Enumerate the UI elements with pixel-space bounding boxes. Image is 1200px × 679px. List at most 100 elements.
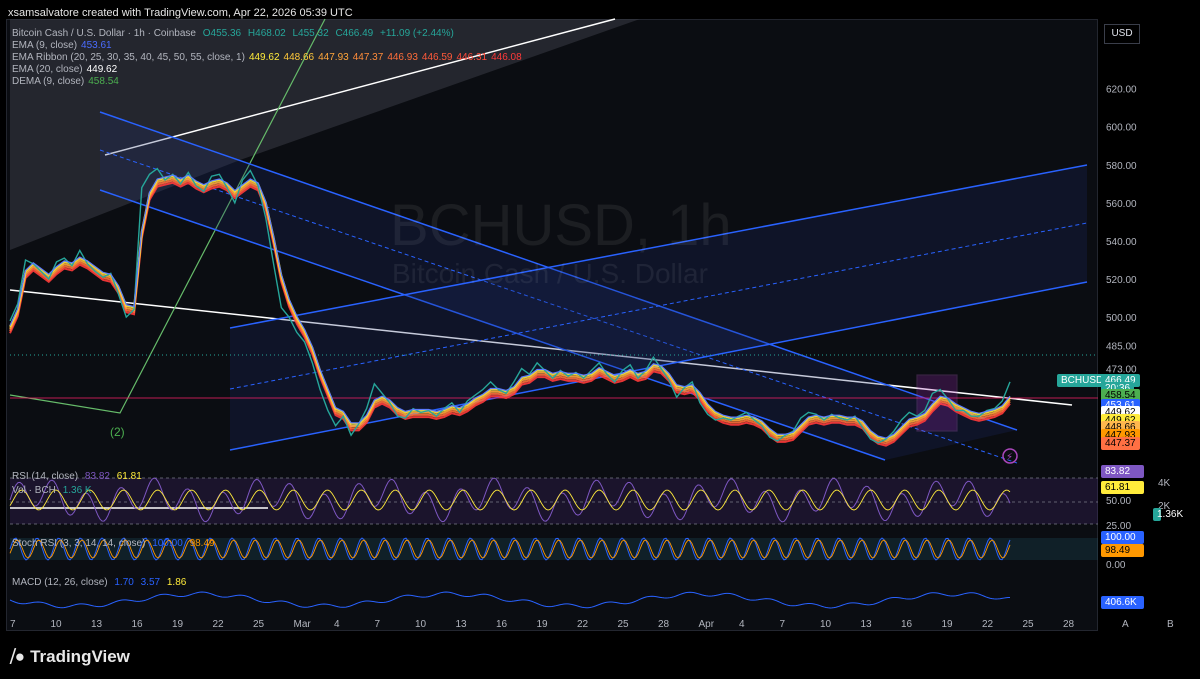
y-tick-label: 473.00 bbox=[1106, 365, 1137, 376]
y-tick-label: 580.00 bbox=[1106, 161, 1137, 172]
macd-legend: MACD (12, 26, close) 1.70 3.57 1.86 bbox=[12, 577, 190, 588]
macd-line bbox=[9, 591, 1011, 609]
ohlc-low: L455.32 bbox=[292, 28, 329, 39]
wave-label: (2) bbox=[110, 425, 125, 439]
legend-row: DEMA (9, close) 458.54 bbox=[12, 76, 123, 87]
x-tick-label: 4 bbox=[739, 619, 745, 630]
desc-channel-mid bbox=[99, 149, 1018, 464]
volume-value: 1.36 K bbox=[62, 485, 92, 496]
attribution-header: xsamsalvatore created with TradingView.c… bbox=[8, 7, 353, 19]
legend-value: 446.31 bbox=[456, 52, 488, 63]
stoch-k-line bbox=[9, 537, 1011, 561]
x-tick-label: 28 bbox=[658, 619, 670, 630]
y-tick-label: 540.00 bbox=[1106, 237, 1137, 248]
rsi-band bbox=[10, 478, 1098, 524]
footer bbox=[0, 632, 1200, 679]
ohlc-high: H468.02 bbox=[247, 28, 286, 39]
legend-value: 453.61 bbox=[81, 40, 112, 51]
desc-channel-upper bbox=[99, 111, 1018, 431]
lightning-icon: ⚡ bbox=[1006, 452, 1013, 463]
macd-label: MACD (12, 26, close) bbox=[12, 577, 108, 588]
legend-value: 458.54 bbox=[88, 76, 119, 87]
rsi-ma-line bbox=[9, 489, 1011, 511]
rsi-label: RSI (14, close) bbox=[12, 471, 79, 482]
ohlc-change: +11.09 (+2.44%) bbox=[380, 28, 454, 39]
descending-trendline bbox=[9, 289, 1073, 406]
y-tick-label: 520.00 bbox=[1106, 275, 1137, 286]
stoch-band bbox=[10, 538, 1098, 560]
volume-badge: 1.36K bbox=[1153, 508, 1183, 521]
stoch-d-badge: 98.49 bbox=[1101, 544, 1144, 557]
x-tick-label: 25 bbox=[617, 619, 629, 630]
legend-label: EMA (20, close) bbox=[12, 64, 83, 75]
stoch-label: Stoch RSI (3, 3, 14, 14, close) bbox=[12, 538, 146, 549]
legend-value: 446.08 bbox=[491, 52, 522, 63]
rsi-level-25: 25.00 bbox=[1106, 521, 1132, 532]
asc-channel-fill bbox=[230, 165, 1087, 450]
stoch-legend: Stoch RSI (3, 3, 14, 14, close) 100.00 9… bbox=[12, 538, 219, 549]
rsi-legend: RSI (14, close) 83.82 61.81 bbox=[12, 471, 146, 482]
x-tick-label: 7 bbox=[374, 619, 381, 630]
volume-legend: Vol · BCH 1.36 K bbox=[12, 485, 96, 496]
y-tick-label: 560.00 bbox=[1106, 199, 1137, 210]
macd-signal: 3.57 bbox=[140, 577, 161, 588]
macd-value: 1.70 bbox=[114, 577, 134, 588]
macd-badge: 406.6K bbox=[1101, 596, 1144, 609]
legend-value: 448.66 bbox=[283, 52, 315, 63]
stoch-d-line bbox=[9, 539, 1011, 559]
x-tick-label: 7 bbox=[779, 619, 786, 630]
ohlc-open: O455.36 bbox=[202, 28, 242, 39]
rsi-level-50: 50.00 bbox=[1106, 496, 1132, 507]
symbol-badge: BCHUSD bbox=[1057, 373, 1108, 387]
x-tick-label: 25 bbox=[1022, 619, 1034, 630]
wave-line bbox=[9, 18, 326, 414]
legend-value: 447.37 bbox=[352, 52, 384, 63]
ohlc-close: C466.49 bbox=[335, 28, 374, 39]
asc-channel-mid bbox=[229, 222, 1088, 390]
x-tick-label: Apr bbox=[698, 619, 715, 630]
y-tick-label: 485.00 bbox=[1106, 342, 1137, 353]
wedge-upper-line bbox=[104, 18, 616, 156]
x-tick-label: 16 bbox=[131, 619, 143, 630]
ema-ribbon-line-1 bbox=[9, 179, 1011, 445]
legend-value: 446.59 bbox=[421, 52, 453, 63]
x-tick-label: 19 bbox=[536, 619, 548, 630]
x-tick-label: 16 bbox=[496, 619, 508, 630]
y-tick-label: 620.00 bbox=[1106, 85, 1137, 96]
desc-channel-fill bbox=[100, 112, 1017, 460]
auto-scale-button[interactable]: A bbox=[1122, 619, 1129, 630]
x-tick-label: 22 bbox=[577, 619, 589, 630]
legend-label: EMA Ribbon (20, 25, 30, 35, 40, 45, 50, … bbox=[12, 52, 245, 63]
stoch-k-badge: 100.00 bbox=[1101, 531, 1144, 544]
legend-value: 449.62 bbox=[248, 52, 280, 63]
x-tick-label: 7 bbox=[10, 619, 16, 630]
watermark-name: Bitcoin Cash / U.S. Dollar bbox=[392, 258, 708, 289]
stoch-axis-zero: 0.00 bbox=[1106, 560, 1126, 571]
wedge-shade bbox=[10, 19, 640, 250]
price-badge: 447.37 bbox=[1101, 436, 1140, 450]
legend-value: 447.93 bbox=[318, 52, 349, 63]
ema-ribbon-line-0 bbox=[9, 181, 1011, 447]
symbol-name: Bitcoin Cash / U.S. Dollar · 1h · Coinba… bbox=[12, 28, 196, 39]
tv-mark-icon: ⧸● bbox=[10, 647, 25, 666]
stoch-k: 100.00 bbox=[152, 538, 183, 549]
x-tick-label: 28 bbox=[1063, 619, 1075, 630]
currency-button[interactable]: USD bbox=[1104, 24, 1140, 44]
tradingview-logo: ⧸● TradingView bbox=[10, 647, 130, 667]
x-tick-label: 16 bbox=[901, 619, 913, 630]
x-tick-label: 22 bbox=[982, 619, 994, 630]
legend-label: DEMA (9, close) bbox=[12, 76, 85, 87]
ema9-line bbox=[9, 174, 1011, 439]
x-tick-label: Mar bbox=[293, 619, 311, 630]
brand-name: TradingView bbox=[30, 647, 130, 666]
legend-row: EMA (9, close) 453.61 bbox=[12, 40, 116, 51]
watermark-symbol: BCHUSD, 1h bbox=[390, 193, 732, 258]
stoch-d: 98.49 bbox=[189, 538, 215, 549]
alert-icon bbox=[1002, 448, 1018, 464]
rsi-line bbox=[9, 477, 1011, 523]
x-tick-label: 25 bbox=[253, 619, 265, 630]
macd-hist: 1.86 bbox=[166, 577, 187, 588]
log-scale-button[interactable]: B bbox=[1167, 619, 1174, 630]
